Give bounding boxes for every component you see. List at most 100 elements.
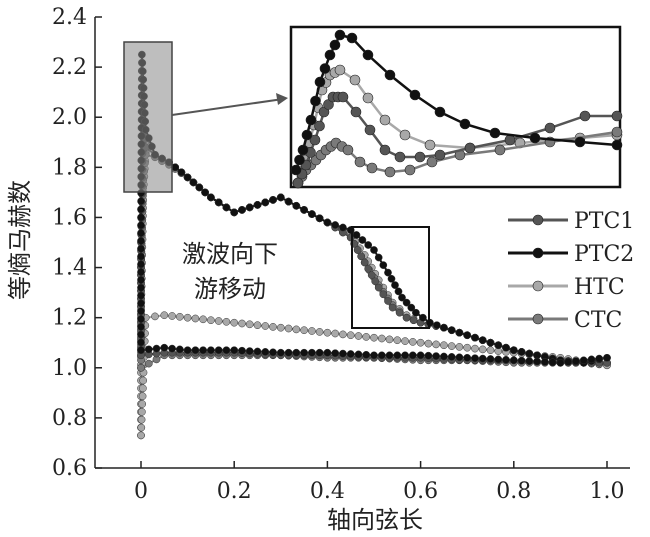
inset-data-point: [297, 144, 309, 156]
data-point: [471, 354, 479, 363]
data-point: [230, 208, 239, 217]
data-point: [371, 277, 380, 286]
x-axis-title: 轴向弦长: [327, 506, 423, 534]
inset-data-point: [294, 154, 305, 166]
y-tick-label: 1.8: [52, 155, 87, 180]
data-point: [137, 260, 145, 269]
data-point: [168, 344, 176, 353]
data-point: [323, 348, 332, 357]
data-point: [137, 268, 145, 276]
data-point: [401, 351, 409, 360]
data-point: [137, 291, 145, 300]
data-point: [137, 415, 146, 424]
inset-data-point: [310, 95, 321, 107]
data-point: [245, 320, 254, 329]
data-point: [419, 313, 427, 322]
data-point: [238, 319, 246, 328]
x-tick-label: 0.2: [217, 479, 252, 504]
legend-marker-htc: [532, 280, 544, 292]
data-point: [137, 205, 145, 214]
inset-data-point: [301, 129, 313, 141]
data-point: [564, 358, 573, 366]
data-point: [191, 346, 200, 355]
inset-data-point: [362, 92, 374, 104]
data-point: [261, 348, 270, 356]
inset-data-point: [379, 144, 391, 156]
inset-data-point: [434, 106, 446, 118]
legend-marker-ptc1: [532, 214, 544, 226]
data-point: [339, 330, 347, 339]
data-point: [364, 264, 373, 273]
data-point: [455, 353, 464, 362]
inset-data-point: [319, 63, 331, 74]
data-point: [137, 322, 145, 331]
inset-data-point: [337, 91, 349, 103]
data-point: [478, 336, 487, 345]
data-point: [447, 342, 456, 350]
data-point: [525, 349, 534, 358]
data-point: [137, 423, 146, 432]
data-point: [354, 332, 363, 340]
inset-data-point: [384, 166, 396, 178]
data-point: [137, 315, 145, 323]
data-point: [379, 261, 388, 269]
data-point: [432, 340, 440, 349]
data-point: [408, 338, 417, 346]
legend-label-ctc: CTC: [574, 308, 622, 333]
data-point: [440, 352, 448, 361]
data-point: [364, 241, 373, 249]
data-point: [362, 333, 371, 341]
data-point: [137, 276, 145, 284]
data-point: [207, 346, 215, 355]
data-point: [401, 337, 409, 345]
inset-data-point: [292, 177, 304, 189]
data-point: [137, 229, 145, 237]
data-point: [308, 348, 316, 357]
data-point: [137, 213, 145, 222]
data-point: [230, 346, 239, 355]
annotation-line-2: 游移动: [194, 275, 266, 303]
data-point: [384, 297, 392, 305]
data-point: [315, 328, 324, 336]
inset-data-point: [346, 32, 358, 44]
data-point: [300, 348, 308, 357]
inset-data-point: [364, 124, 376, 136]
data-point: [284, 197, 293, 206]
inset-data-point: [384, 69, 396, 81]
data-point: [261, 322, 270, 330]
data-point: [276, 323, 285, 332]
data-point: [502, 355, 510, 364]
data-point: [455, 328, 464, 337]
data-point: [137, 330, 145, 339]
inset-data-point: [611, 110, 623, 122]
data-point: [416, 351, 425, 360]
zoom-arrow: [171, 98, 284, 116]
inset-data-point: [399, 129, 411, 141]
inset-data-point: [366, 162, 378, 174]
data-point: [269, 196, 277, 204]
data-point: [160, 311, 169, 320]
data-point: [137, 431, 145, 440]
data-point: [300, 206, 308, 214]
data-point: [393, 336, 402, 345]
y-tick-label: 1.2: [52, 306, 87, 331]
data-point: [385, 351, 394, 360]
inset-data-point: [290, 164, 302, 176]
legend-label-ptc2: PTC2: [574, 242, 634, 267]
data-point: [339, 223, 347, 232]
data-point: [331, 329, 340, 338]
data-point: [486, 346, 495, 355]
data-point: [175, 312, 184, 321]
data-point: [408, 351, 417, 360]
inset-data-point: [334, 29, 346, 41]
inset-data-point: [362, 49, 374, 61]
inset-data-point: [611, 126, 623, 138]
data-point: [358, 236, 367, 244]
data-point: [385, 335, 394, 344]
data-point: [245, 203, 254, 212]
data-point: [199, 346, 207, 355]
data-point: [137, 346, 145, 355]
inset-data-point: [394, 151, 406, 163]
y-tick-label: 1.4: [52, 256, 87, 281]
data-point: [494, 355, 503, 364]
